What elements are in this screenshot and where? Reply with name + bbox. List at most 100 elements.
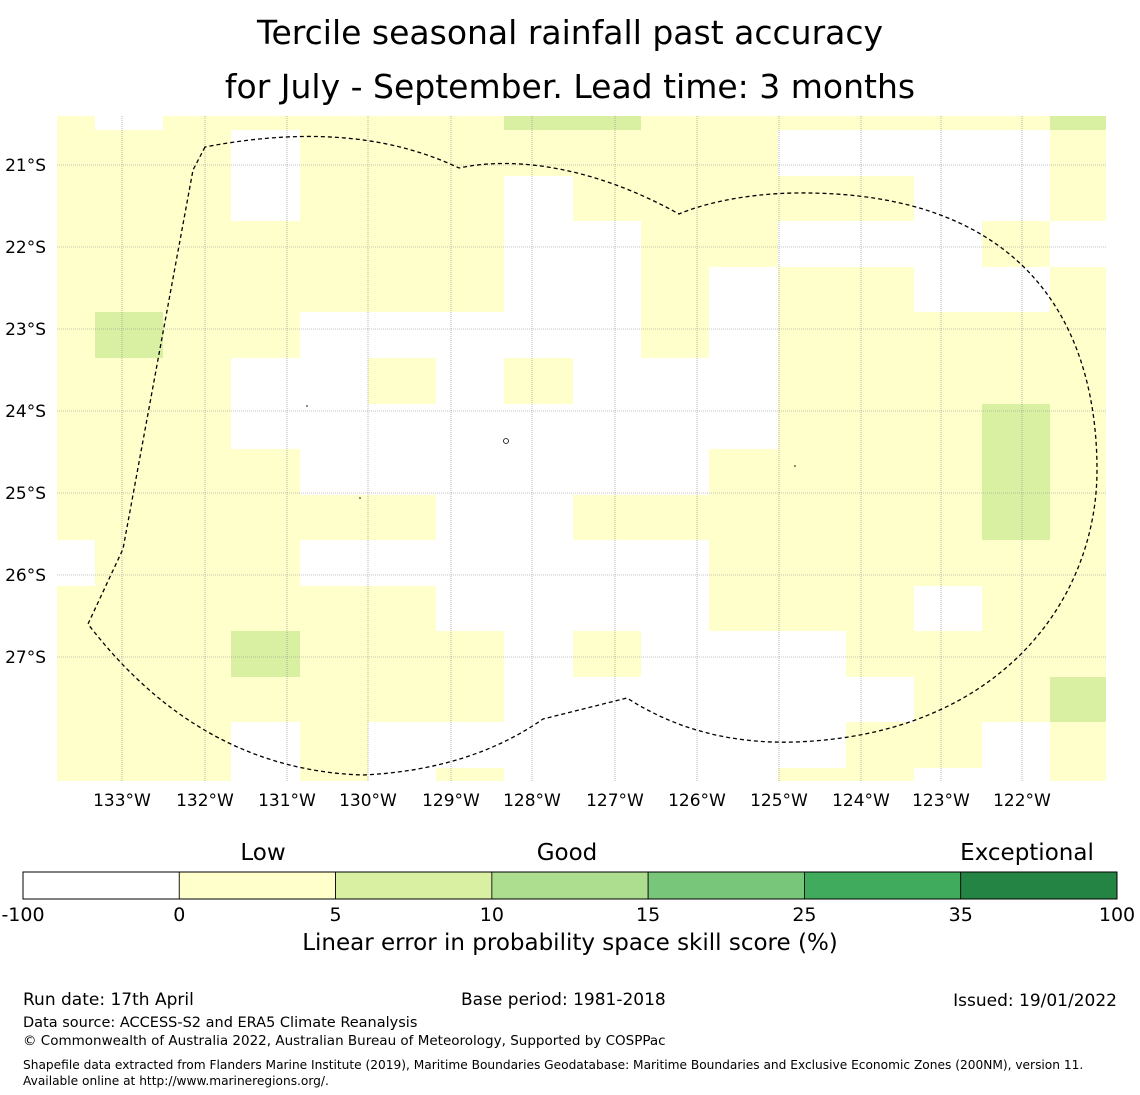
skill-cell bbox=[1050, 312, 1106, 358]
lon-label: 131°W bbox=[258, 791, 316, 811]
colorbar-tick-label: 100 bbox=[1099, 904, 1135, 926]
colorbar-tick-label: 35 bbox=[949, 904, 973, 926]
skill-cell bbox=[1050, 540, 1106, 586]
island-marker bbox=[359, 497, 361, 499]
skill-cell bbox=[57, 358, 95, 404]
skill-cell bbox=[914, 116, 982, 130]
skill-cell bbox=[231, 267, 300, 312]
skill-cell bbox=[163, 267, 231, 312]
lon-label: 129°W bbox=[422, 791, 480, 811]
skill-cell bbox=[846, 768, 914, 781]
data-source: Data source: ACCESS-S2 and ERA5 Climate … bbox=[23, 1015, 418, 1031]
skill-cell bbox=[914, 358, 982, 404]
skill-cell bbox=[163, 358, 231, 404]
skill-cell bbox=[846, 358, 914, 404]
skill-cell bbox=[914, 312, 982, 358]
category-good: Good bbox=[536, 840, 598, 866]
skill-cell bbox=[231, 631, 300, 677]
skill-cell bbox=[641, 267, 709, 312]
skill-cell bbox=[231, 540, 300, 586]
lat-label: 22°S bbox=[5, 238, 46, 258]
colorbar-segment bbox=[22, 871, 180, 900]
skill-cell bbox=[300, 130, 368, 176]
colorbar-segment bbox=[647, 871, 805, 900]
skill-cell bbox=[163, 586, 231, 631]
skill-grid bbox=[57, 116, 1106, 781]
skill-cell bbox=[368, 176, 436, 221]
skill-cell bbox=[231, 312, 300, 358]
skill-cell bbox=[1050, 176, 1106, 221]
skill-cell bbox=[368, 631, 436, 677]
skill-cell bbox=[163, 449, 231, 495]
colorbar-tick-label: -100 bbox=[1, 904, 44, 926]
skill-cell bbox=[368, 358, 436, 404]
skill-cell bbox=[1050, 677, 1106, 722]
skill-cell bbox=[914, 722, 982, 768]
skill-cell bbox=[778, 404, 846, 449]
skill-cell bbox=[709, 221, 778, 267]
colorbar-category-labels: Low Good Exceptional bbox=[0, 840, 1140, 874]
skill-cell bbox=[95, 312, 163, 358]
skill-cell bbox=[57, 586, 95, 631]
skill-cell bbox=[709, 449, 778, 495]
skill-cell bbox=[300, 631, 368, 677]
skill-cell bbox=[95, 586, 163, 631]
skill-cell bbox=[641, 176, 709, 221]
skill-cell bbox=[914, 449, 982, 495]
skill-cell bbox=[163, 631, 231, 677]
skill-cell bbox=[57, 267, 95, 312]
skill-cell bbox=[163, 116, 231, 130]
skill-cell bbox=[504, 116, 573, 130]
skill-cell bbox=[846, 722, 914, 768]
skill-cell bbox=[709, 495, 778, 540]
skill-cell bbox=[778, 586, 846, 631]
skill-cell bbox=[57, 221, 95, 267]
skill-cell bbox=[95, 631, 163, 677]
island-marker bbox=[306, 405, 308, 407]
skill-cell bbox=[846, 495, 914, 540]
lat-label: 23°S bbox=[5, 320, 46, 340]
skill-cell bbox=[914, 495, 982, 540]
skill-cell bbox=[641, 312, 709, 358]
skill-cell bbox=[95, 540, 163, 586]
lon-label: 126°W bbox=[668, 791, 726, 811]
skill-cell bbox=[641, 495, 709, 540]
skill-cell bbox=[573, 495, 641, 540]
skill-cell bbox=[778, 540, 846, 586]
skill-cell bbox=[778, 449, 846, 495]
shapefile-credit: Shapefile data extracted from Flanders M… bbox=[23, 1058, 1084, 1088]
skill-cell bbox=[982, 677, 1050, 722]
skill-cell bbox=[57, 449, 95, 495]
skill-cell bbox=[1050, 116, 1106, 130]
skill-cell bbox=[163, 495, 231, 540]
colorbar-tick-label: 0 bbox=[173, 904, 185, 926]
copyright: © Commonwealth of Australia 2022, Austra… bbox=[23, 1033, 666, 1049]
graticule bbox=[57, 116, 1106, 781]
skill-cell bbox=[1050, 586, 1106, 631]
skill-cell bbox=[57, 677, 95, 722]
skill-cell bbox=[1050, 495, 1106, 540]
skill-cell bbox=[163, 312, 231, 358]
skill-cell bbox=[982, 358, 1050, 404]
skill-cell bbox=[163, 130, 231, 176]
category-low: Low bbox=[240, 840, 286, 866]
skill-cell bbox=[436, 176, 504, 221]
skill-cell bbox=[57, 130, 95, 176]
skill-cell bbox=[709, 586, 778, 631]
skill-cell bbox=[368, 116, 436, 130]
skill-cell bbox=[300, 677, 368, 722]
island-marker bbox=[503, 438, 509, 444]
skill-cell bbox=[846, 540, 914, 586]
colorbar-title: Linear error in probability space skill … bbox=[302, 930, 838, 956]
map-title: Tercile seasonal rainfall past accuracy … bbox=[0, 6, 1140, 114]
skill-cell bbox=[57, 176, 95, 221]
colorbar-segment bbox=[491, 871, 649, 900]
skill-cell bbox=[846, 312, 914, 358]
skill-cell bbox=[163, 722, 231, 768]
skill-cell bbox=[573, 631, 641, 677]
colorbar-segment bbox=[804, 871, 962, 900]
skill-cell bbox=[95, 176, 163, 221]
skill-cell bbox=[95, 267, 163, 312]
skill-cell bbox=[846, 631, 914, 677]
skill-cell bbox=[95, 221, 163, 267]
